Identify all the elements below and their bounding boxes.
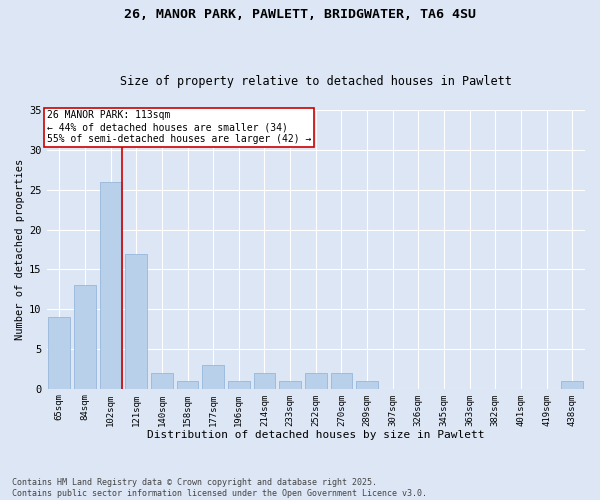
Bar	[202, 365, 224, 388]
Bar	[561, 381, 583, 388]
X-axis label: Distribution of detached houses by size in Pawlett: Distribution of detached houses by size …	[147, 430, 485, 440]
Y-axis label: Number of detached properties: Number of detached properties	[15, 159, 25, 340]
Bar	[228, 381, 250, 388]
Bar	[151, 373, 173, 388]
Bar	[125, 254, 147, 388]
Title: Size of property relative to detached houses in Pawlett: Size of property relative to detached ho…	[120, 76, 512, 88]
Bar	[331, 373, 352, 388]
Bar	[74, 286, 96, 389]
Bar	[254, 373, 275, 388]
Bar	[49, 317, 70, 388]
Text: 26 MANOR PARK: 113sqm
← 44% of detached houses are smaller (34)
55% of semi-deta: 26 MANOR PARK: 113sqm ← 44% of detached …	[47, 110, 311, 144]
Bar	[279, 381, 301, 388]
Bar	[305, 373, 326, 388]
Text: 26, MANOR PARK, PAWLETT, BRIDGWATER, TA6 4SU: 26, MANOR PARK, PAWLETT, BRIDGWATER, TA6…	[124, 8, 476, 20]
Bar	[176, 381, 199, 388]
Text: Contains HM Land Registry data © Crown copyright and database right 2025.
Contai: Contains HM Land Registry data © Crown c…	[12, 478, 427, 498]
Bar	[356, 381, 378, 388]
Bar	[100, 182, 122, 388]
